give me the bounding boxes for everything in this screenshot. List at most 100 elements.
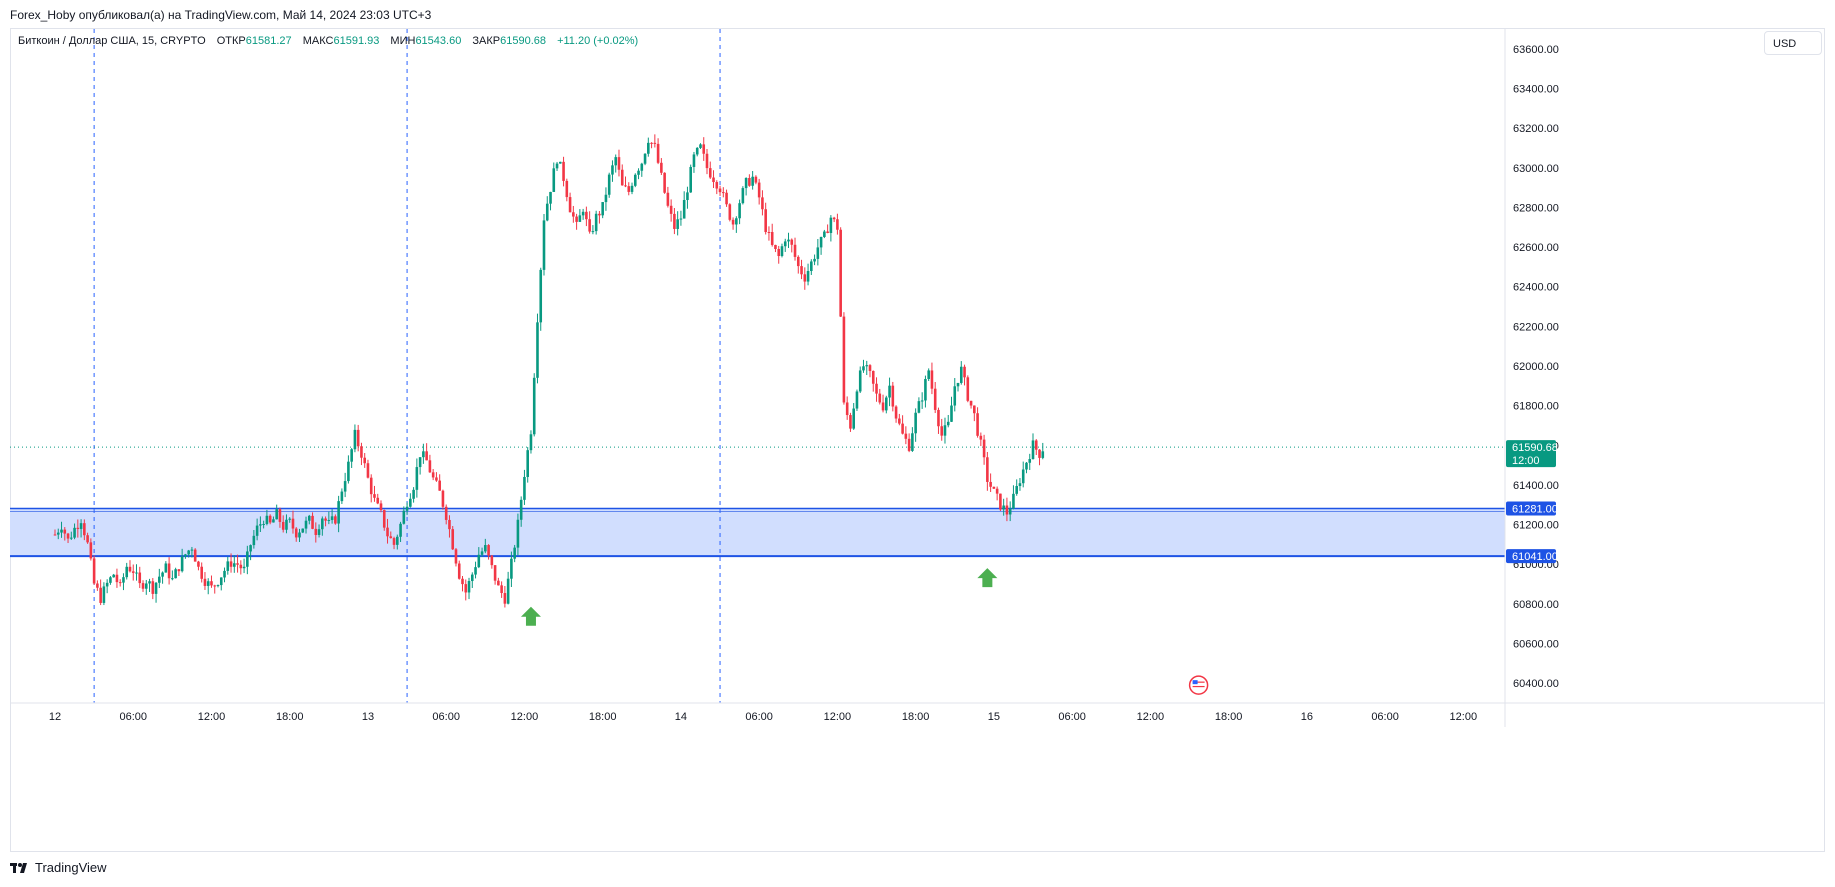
candle-body [53,534,57,536]
candle-body [138,572,142,584]
candle-body [1008,508,1012,515]
candle-body [86,535,89,543]
candle-body [467,581,471,593]
candle-body [477,554,481,568]
candle-body [203,578,207,586]
zone-bottom-price-tag-text: 61041.00 [1512,551,1558,563]
candle-body [568,197,572,213]
candle-body [392,538,396,545]
candle-body [601,202,604,216]
time-tick-label: 16 [1301,711,1313,723]
candle-body [849,415,852,429]
candle-body [764,209,767,233]
candle-body [125,566,129,578]
price-tick-label: 62200.00 [1513,321,1559,333]
candle-body [862,366,865,371]
candle-body [148,581,151,584]
candle-body [480,551,484,555]
time-tick-label: 13 [362,711,374,723]
candle-body [285,519,288,530]
candle-body [128,566,132,572]
publish-header: Forex_Hoby опубликовал(а) на TradingView… [10,8,432,22]
candle-body [506,578,510,604]
time-tick-label: 12 [49,711,61,723]
candle-body [484,545,487,552]
candle-body [800,266,803,275]
candle-body [193,549,197,562]
candle-body [500,585,503,594]
candle-body [216,585,220,587]
time-tick-label: 06:00 [1371,711,1399,723]
candle-body [92,558,96,584]
low-value: 61543.60 [415,35,462,47]
candle-body [650,142,653,144]
price-tick-label: 61200.00 [1513,520,1559,532]
candle-body [647,142,650,154]
candle-body [526,450,529,477]
candle-body [435,477,438,481]
candle-body [197,561,200,567]
time-tick-label: 18:00 [589,711,617,723]
candle-body [122,577,125,583]
candle-body [503,593,507,604]
candle-body [334,516,337,524]
candle-body [144,583,148,589]
candle-body [60,529,63,533]
candle-body [135,572,138,574]
candle-body [1012,493,1015,509]
candle-body [158,576,161,583]
candle-body [184,554,187,557]
candle-body [744,178,748,189]
candle-body [770,232,774,245]
candle-body [832,217,836,220]
candle-body [448,519,451,530]
candle-body [842,316,846,403]
candle-body [536,322,539,378]
candle-body [999,493,1002,510]
currency-selector[interactable]: USD [1764,31,1822,55]
candle-body [943,425,947,436]
candle-body [555,163,559,169]
candle-body [405,506,409,511]
candle-body [177,569,181,572]
candle-body [174,569,177,579]
candle-body [105,582,109,587]
candle-body [705,153,709,169]
candle-body [523,476,526,500]
candle-body [663,172,666,193]
candle-body [868,365,872,371]
candle-body [412,489,415,499]
candle-body [1028,459,1032,463]
candle-body [676,219,679,229]
candle-body [242,566,246,569]
candle-body [741,188,745,204]
candle-body [594,213,598,232]
candle-body [545,203,549,221]
candle-body [246,551,249,567]
candle-body [712,177,715,183]
candle-body [66,533,70,539]
chart-frame [10,28,1825,852]
candle-body [151,581,155,594]
candle-body [340,491,344,502]
open-value: 61581.27 [245,35,292,47]
time-tick-label: 06:00 [432,711,460,723]
time-tick-label: 18:00 [902,711,930,723]
candles [53,134,1045,608]
support-zone [10,508,1505,557]
candle-body [89,542,93,559]
candle-body [1018,483,1022,487]
candle-body [109,577,112,583]
candle-body [722,192,725,194]
candle-body [578,215,582,222]
candle-body [497,580,500,586]
candle-body [141,583,145,589]
candle-body [911,433,914,451]
candle-body [790,239,794,245]
candle-body [783,241,787,247]
candle-body [973,405,976,414]
candle-body [307,515,311,521]
candle-body [294,528,298,538]
price-tick-label: 62000.00 [1513,361,1559,373]
